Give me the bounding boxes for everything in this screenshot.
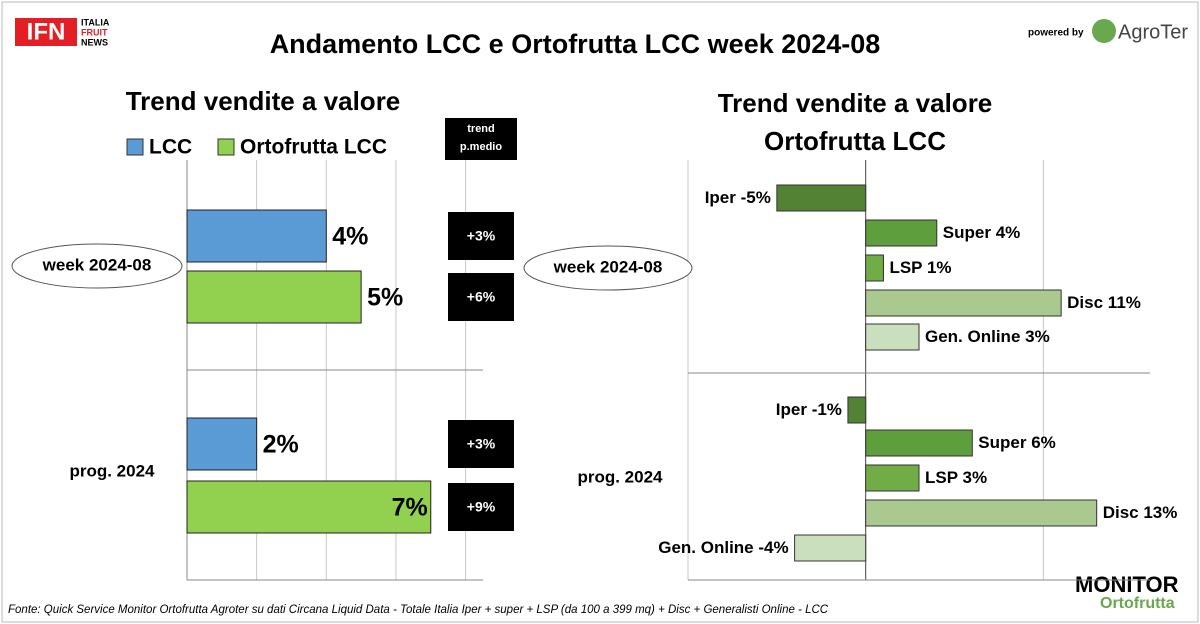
powered-by: powered by: [1028, 28, 1084, 39]
value-text: -5%: [741, 188, 771, 207]
category-label: prog. 2024: [69, 461, 155, 480]
channel-label: Super: [978, 433, 1027, 452]
channel-label: Super: [943, 223, 992, 242]
sponsor: AgroTer: [1118, 21, 1188, 43]
bar: [186, 480, 432, 534]
trend-box: [448, 420, 514, 468]
bar: [865, 219, 938, 247]
value-text: 3%: [1025, 327, 1050, 346]
category-label: week 2024-08: [42, 255, 152, 274]
value-text: -4%: [758, 538, 788, 557]
page-title: Andamento LCC e Ortofrutta LCC week 2024…: [270, 29, 881, 59]
bar: [186, 417, 258, 471]
channel-label: Iper: [776, 400, 808, 419]
logo-line: ITALIA: [81, 17, 110, 27]
legend-label: LCC: [149, 136, 192, 159]
bar: [186, 270, 362, 324]
value-label: Gen. Online -4%: [658, 538, 788, 557]
legend-swatch: [217, 138, 235, 156]
category-label: week 2024-08: [553, 257, 663, 276]
trend-label: +3%: [467, 436, 496, 452]
legend-swatch: [126, 138, 144, 156]
trend-box: [448, 212, 514, 260]
value-text: -1%: [812, 400, 842, 419]
chart-title: Trend vendite a valore: [125, 86, 401, 116]
trend-box: [448, 273, 514, 321]
trend-label: +3%: [467, 228, 496, 244]
value-label: 7%: [392, 494, 428, 522]
chart-title: Trend vendite a valore Ortofrutta LCC: [717, 88, 993, 156]
bar: [794, 534, 867, 562]
bar: [865, 464, 920, 492]
value-label: Super 6%: [978, 433, 1055, 452]
bar: [847, 396, 867, 424]
channel-label: Iper: [705, 188, 737, 207]
channel-label: Disc: [1067, 293, 1103, 312]
brand-sub: Ortofrutta: [1100, 595, 1175, 612]
value-text: 4%: [996, 223, 1021, 242]
bar: [865, 499, 1098, 527]
value-text: 11%: [1108, 293, 1141, 312]
value-label: 2%: [263, 431, 299, 459]
brand: MONITOR: [1075, 572, 1179, 597]
logo-box: [15, 18, 77, 46]
value-text: 1%: [927, 258, 952, 277]
channel-label: Gen. Online: [925, 327, 1020, 346]
value-label: Super 4%: [943, 223, 1021, 242]
category-ellipse: [523, 245, 693, 291]
legend-label: Ortofrutta LCC: [240, 136, 387, 159]
channel-label: Gen. Online: [658, 538, 753, 557]
value-label: Iper -1%: [776, 400, 842, 419]
logo-line: FRUIT: [81, 27, 108, 37]
channel-label: LSP: [925, 468, 958, 487]
category-label: prog. 2024: [577, 467, 663, 486]
value-label: LSP 1%: [889, 258, 951, 277]
value-label: Disc 13%: [1103, 503, 1178, 522]
channel-label: LSP: [889, 258, 922, 277]
value-label: 4%: [332, 223, 368, 251]
logo: IFN: [27, 18, 66, 45]
trend-label: +9%: [467, 499, 496, 515]
bar: [865, 323, 920, 351]
value-text: 3%: [963, 468, 988, 487]
bar: [776, 184, 867, 212]
value-label: LSP 3%: [925, 468, 987, 487]
category-ellipse: [11, 243, 183, 289]
source: Fonte: Quick Service Monitor Ortofrutta …: [8, 604, 829, 616]
bar: [865, 429, 973, 457]
value-label: 5%: [367, 284, 403, 312]
value-label: Iper -5%: [705, 188, 771, 207]
logo-line: NEWS: [81, 37, 108, 47]
bar: [865, 254, 884, 282]
sponsor-icon: [1092, 19, 1116, 43]
value-label: Gen. Online 3%: [925, 327, 1050, 346]
bar: [186, 209, 327, 263]
trend-label: +6%: [467, 289, 496, 305]
value-label: Disc 11%: [1067, 293, 1141, 312]
trend-box: [448, 483, 514, 531]
channel-label: Disc: [1103, 503, 1139, 522]
trend-header: trend p.medio: [445, 118, 517, 160]
bar: [865, 289, 1062, 317]
value-text: 6%: [1031, 433, 1056, 452]
value-text: 13%: [1143, 503, 1177, 522]
